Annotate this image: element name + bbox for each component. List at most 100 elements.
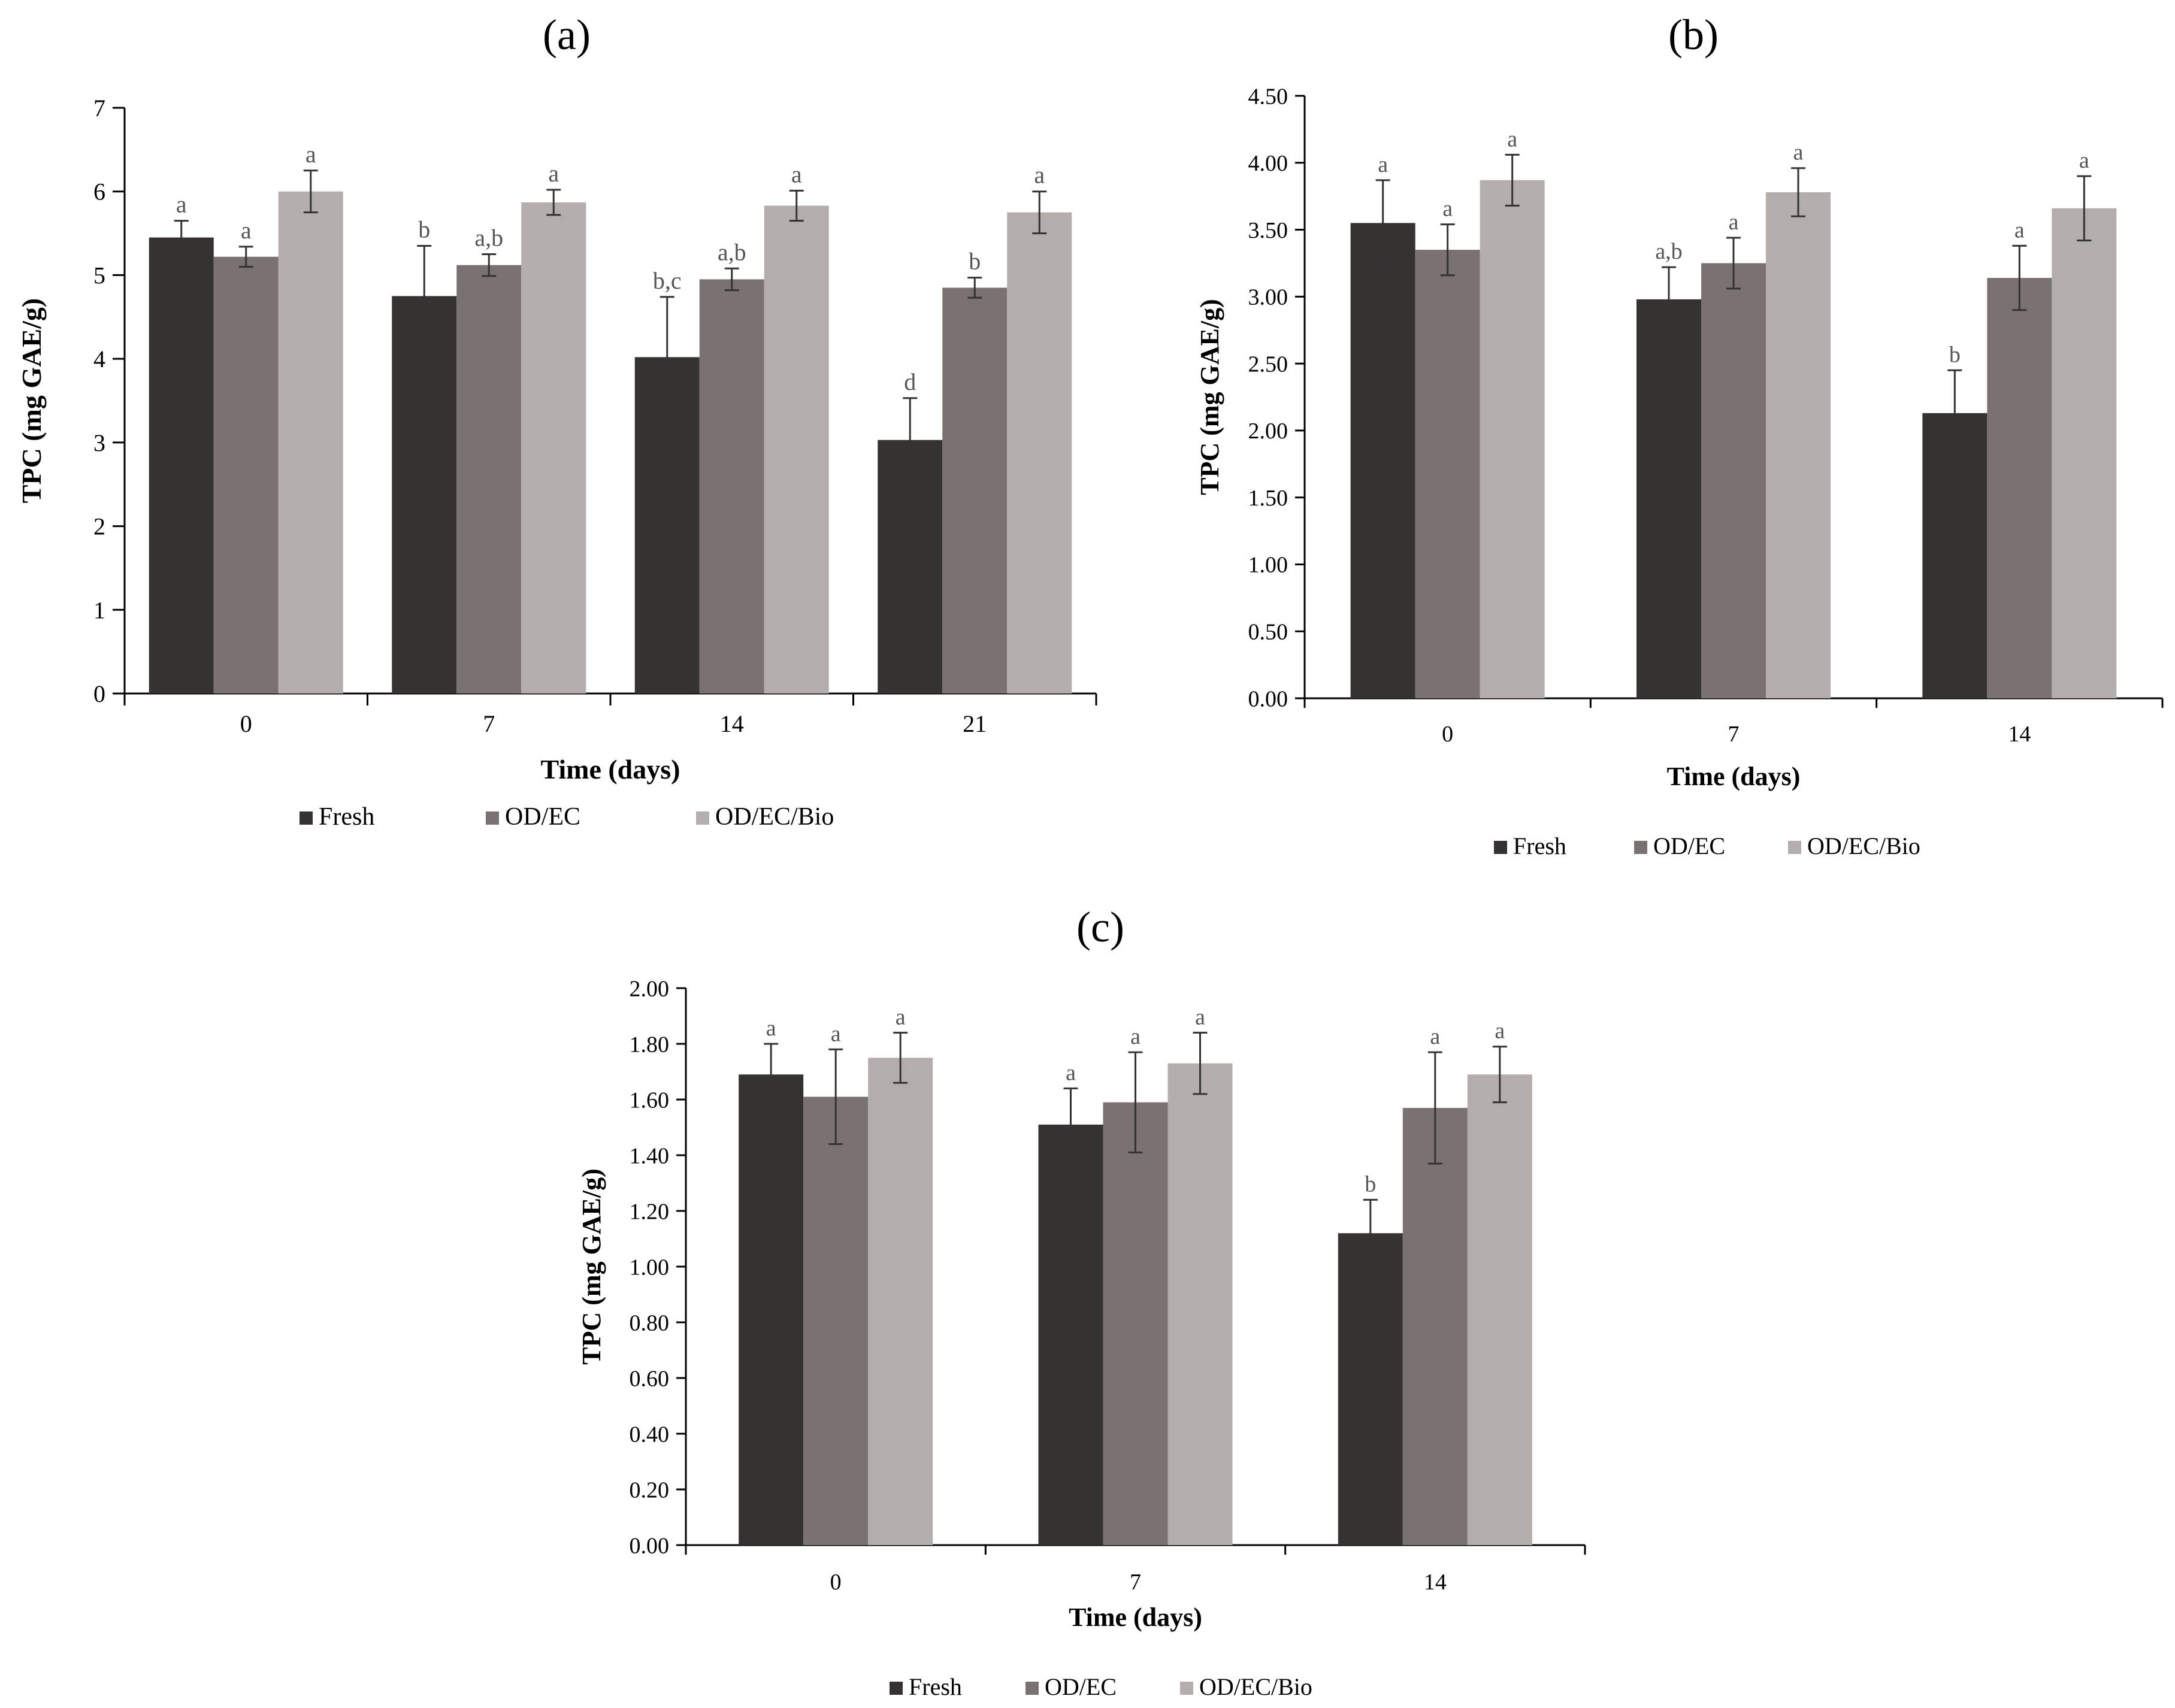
bar: [1636, 299, 1701, 698]
legend-swatch: [1788, 841, 1801, 854]
legend-label: OD/EC: [1653, 832, 1725, 859]
chart-panel-b: (b) 0.00 0.50 1.00 1.50 2.00 2.50 3.00 3.50 4.00 4…: [1195, 11, 2164, 859]
bar: [392, 296, 457, 694]
bar: [764, 205, 829, 694]
significance-letter: a: [1066, 1060, 1076, 1085]
significance-letter: a: [1130, 1024, 1141, 1049]
legend-swatch: [890, 1682, 903, 1695]
x-tick-label: 21: [963, 710, 987, 737]
y-tick-label: 1: [93, 596, 105, 623]
x-tick-label: 14: [720, 710, 744, 737]
y-tick-label: 1.50: [1248, 486, 1288, 511]
significance-letter: a: [831, 1021, 841, 1046]
y-tick-label: 0: [93, 680, 105, 707]
bar: [1415, 250, 1480, 699]
y-axis-label: TPC (mg GAE/g): [1195, 299, 1224, 495]
x-axis-label: Time (days): [1069, 1603, 1202, 1632]
significance-letter: a: [1507, 126, 1517, 152]
significance-letter: a,b: [718, 238, 746, 265]
x-tick-label: 7: [483, 710, 495, 737]
bar: [456, 265, 522, 694]
significance-letter: b: [969, 248, 981, 275]
x-tick-label: 0: [240, 710, 252, 737]
y-tick-label: 4.50: [1248, 84, 1288, 109]
significance-letter: b,c: [653, 267, 682, 294]
significance-letter: b: [418, 216, 430, 243]
y-tick-label: 0.80: [630, 1310, 670, 1335]
bar: [213, 256, 279, 694]
y-tick-label: 4: [93, 346, 105, 373]
significance-letter: a: [1034, 162, 1045, 189]
y-tick-label: 1.20: [630, 1199, 670, 1224]
significance-letter: d: [904, 368, 916, 395]
bar: [1987, 278, 2052, 699]
chart-panel-c: (c) 0.00 0.20 0.40 0.60 0.80 1.00 1.20 1.40 1.60 1…: [577, 903, 1586, 1700]
y-tick-label: 5: [93, 262, 105, 289]
bar: [1103, 1102, 1168, 1545]
significance-letter: a: [176, 191, 187, 218]
y-tick-label: 3.00: [1248, 285, 1288, 310]
legend-swatch: [696, 811, 709, 825]
significance-letter: a: [791, 160, 802, 187]
y-tick-label: 0.40: [630, 1422, 670, 1447]
legend-swatch: [1634, 841, 1647, 854]
significance-letter: a: [2079, 148, 2089, 173]
legend-label: OD/EC/Bio: [1807, 832, 1920, 859]
significance-letter: a: [766, 1016, 776, 1041]
legend-swatch: [300, 811, 313, 825]
y-tick-label: 4.00: [1248, 151, 1288, 176]
y-tick-label: 1.80: [630, 1032, 670, 1057]
y-tick-label: 1.00: [1248, 553, 1288, 578]
x-tick-label: 7: [1130, 1570, 1141, 1595]
bar: [868, 1058, 933, 1545]
bar: [1701, 263, 1766, 698]
bar: [1350, 223, 1415, 698]
x-tick-label: 0: [830, 1570, 842, 1595]
bar: [1167, 1063, 1233, 1545]
x-tick-label: 0: [1442, 722, 1453, 747]
legend-label: Fresh: [319, 803, 374, 831]
y-tick-label: 1.60: [630, 1088, 670, 1113]
y-tick-label: 7: [93, 95, 105, 122]
bar: [1922, 413, 1988, 698]
y-tick-label: 1.00: [630, 1255, 670, 1280]
bar: [699, 279, 764, 694]
significance-letter: a,b: [474, 225, 503, 252]
legend-swatch: [1180, 1682, 1193, 1695]
bar: [1038, 1124, 1103, 1545]
panel-title: (c): [1076, 903, 1124, 951]
bar: [1467, 1074, 1532, 1545]
y-tick-label: 0.60: [630, 1366, 670, 1391]
x-axis-label: Time (days): [1667, 762, 1801, 791]
y-tick-label: 6: [93, 178, 105, 205]
significance-letter: a,b: [1655, 239, 1682, 264]
legend-swatch: [1026, 1682, 1039, 1695]
legend-label: OD/EC: [505, 803, 580, 831]
y-tick-label: 0.50: [1248, 620, 1288, 645]
significance-letter: a: [1442, 196, 1453, 222]
significance-letter: a: [1793, 140, 1804, 165]
significance-letter: a: [1195, 1004, 1205, 1029]
y-axis-label: TPC (mg GAE/g): [577, 1168, 606, 1365]
legend-swatch: [1494, 841, 1507, 854]
bar: [1338, 1233, 1403, 1545]
significance-letter: a: [305, 141, 316, 168]
bar: [149, 237, 214, 694]
bar: [521, 202, 586, 694]
legend-label: OD/EC/Bio: [1199, 1673, 1312, 1700]
significance-letter: a: [2014, 217, 2025, 243]
y-tick-label: 3.50: [1248, 218, 1288, 243]
legend-label: Fresh: [909, 1673, 962, 1700]
y-tick-label: 0.00: [1248, 686, 1288, 711]
legend-label: OD/EC/Bio: [715, 803, 834, 831]
significance-letter: a: [1378, 152, 1388, 177]
chart-panel-a: (a) 0 1 2 3 4 5 6 7 0 a a a 7 b a,b a 14 b,c a,b a 21 d b a Time …: [16, 11, 1097, 831]
bar: [1766, 192, 1831, 699]
significance-letter: a: [1729, 210, 1739, 235]
panel-title: (b): [1668, 11, 1719, 59]
legend-swatch: [486, 811, 499, 825]
significance-letter: a: [241, 217, 252, 244]
significance-letter: b: [1365, 1171, 1376, 1197]
legend-label: Fresh: [1513, 832, 1566, 859]
